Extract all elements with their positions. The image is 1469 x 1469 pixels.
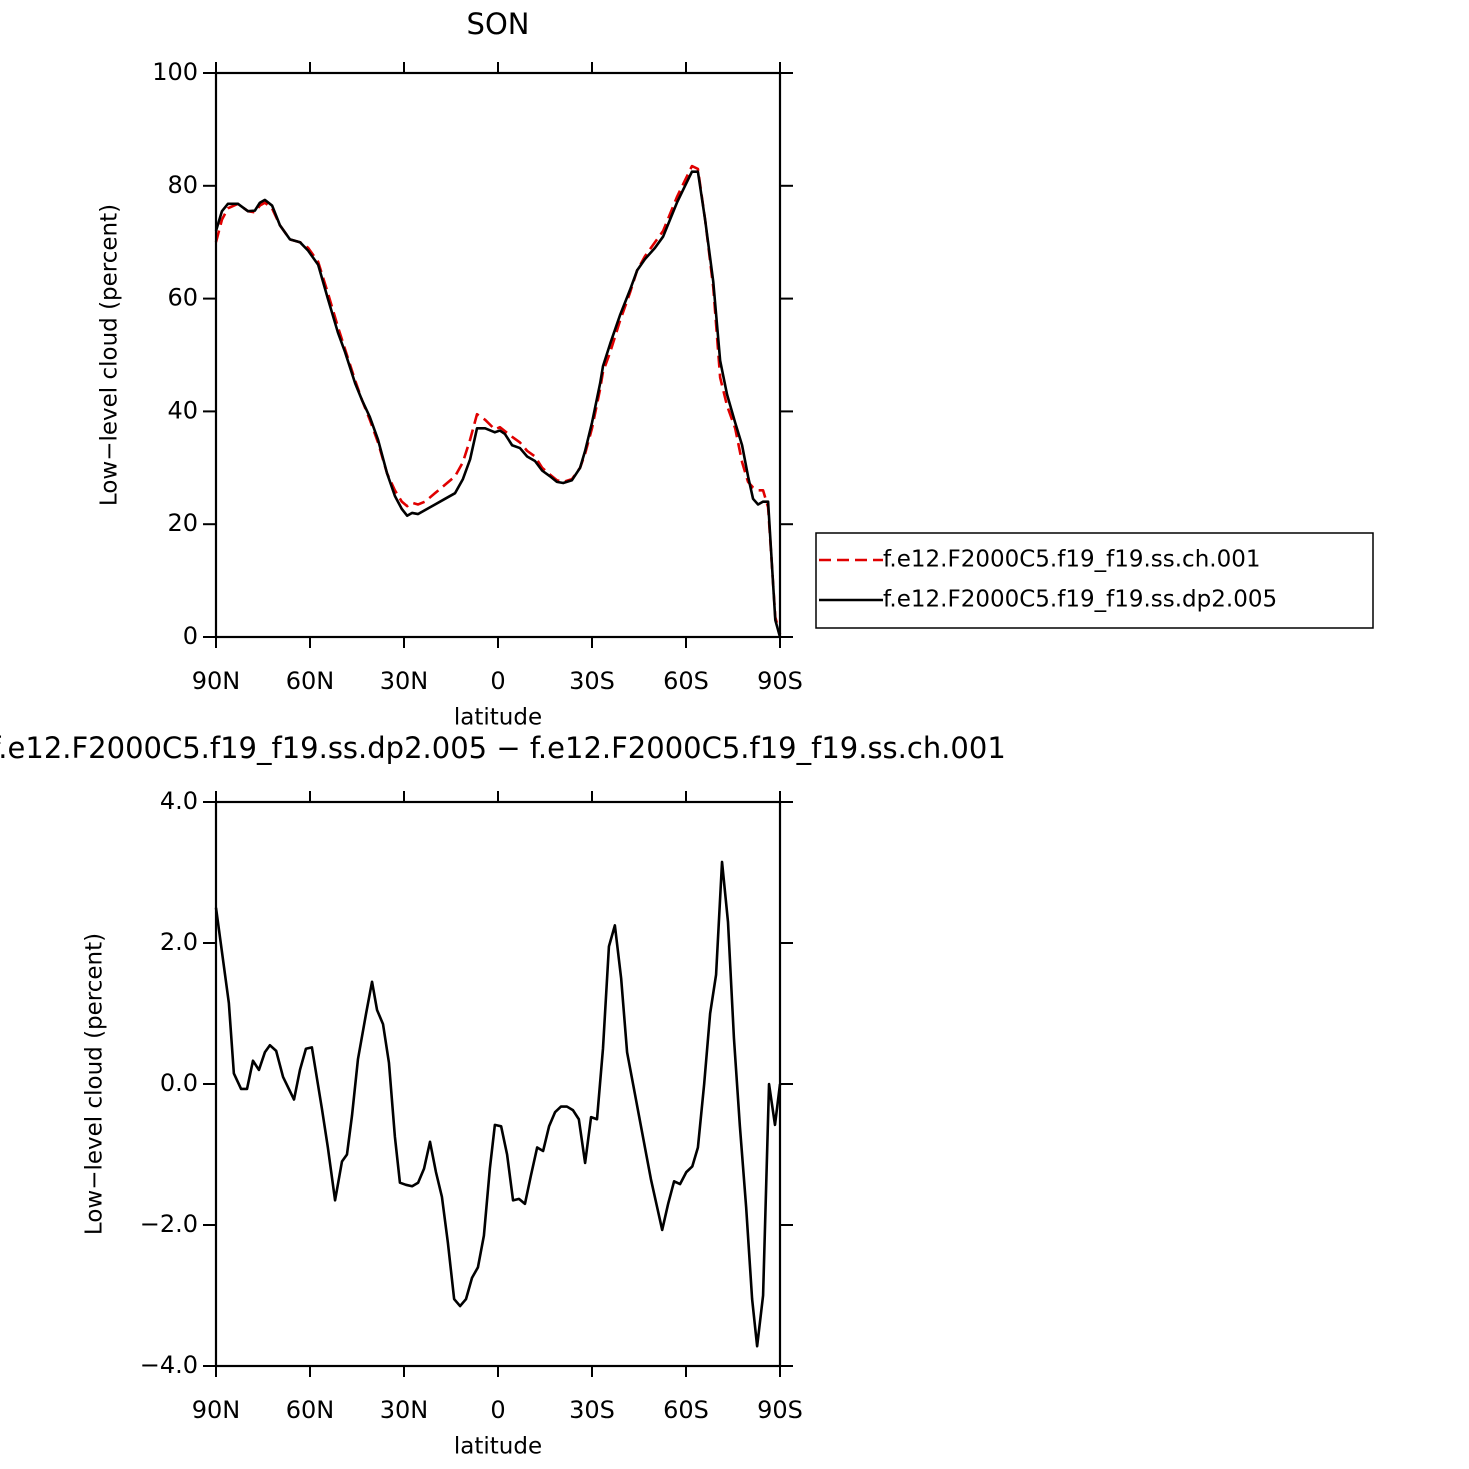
y-tick-label: 40 [167,396,198,424]
y-tick-label: 100 [152,58,198,86]
chart-title: f.e12.F2000C5.f19_f19.ss.dp2.005 − f.e12… [0,731,1006,765]
data-line [214,170,782,638]
x-tick-label: 90N [192,667,241,695]
y-tick-label: 60 [167,284,198,312]
x-tick-label: 0 [490,1396,505,1424]
y-tick-label: 2.0 [160,928,198,956]
y-tick-label: 0.0 [160,1069,198,1097]
x-tick-label: 60N [286,667,335,695]
x-tick-label: 30N [380,1396,429,1424]
x-tick-label: 30S [569,1396,615,1424]
x-axis-label: latitude [454,705,542,731]
x-tick-label: 60S [663,667,709,695]
x-axis-label: latitude [454,1434,542,1460]
data-line [214,164,782,635]
x-tick-label: 30N [380,667,429,695]
legend-box [815,532,1374,629]
chart-title: SON [467,7,530,41]
x-tick-label: 30S [569,667,615,695]
x-tick-label: 0 [490,667,505,695]
data-line [214,860,782,1348]
x-tick-label: 90S [757,1396,803,1424]
y-axis-label: Low−level cloud (percent) [82,933,108,1235]
x-tick-label: 60N [286,1396,335,1424]
legend-label: f.e12.F2000C5.f19_f19.ss.dp2.005 [883,587,1277,613]
x-tick-label: 60S [663,1396,709,1424]
x-tick-label: 90S [757,667,803,695]
x-tick-label: 90N [192,1396,241,1424]
y-tick-label: 0 [183,622,198,650]
y-tick-label: 80 [167,171,198,199]
legend-label: f.e12.F2000C5.f19_f19.ss.ch.001 [883,547,1260,573]
plot-frame [214,800,782,1368]
y-tick-label: 20 [167,509,198,537]
y-axis-label: Low−level cloud (percent) [97,204,123,506]
y-tick-label: −4.0 [140,1351,198,1379]
y-tick-label: −2.0 [140,1210,198,1238]
y-tick-label: 4.0 [160,787,198,815]
plot-frame [214,71,782,639]
